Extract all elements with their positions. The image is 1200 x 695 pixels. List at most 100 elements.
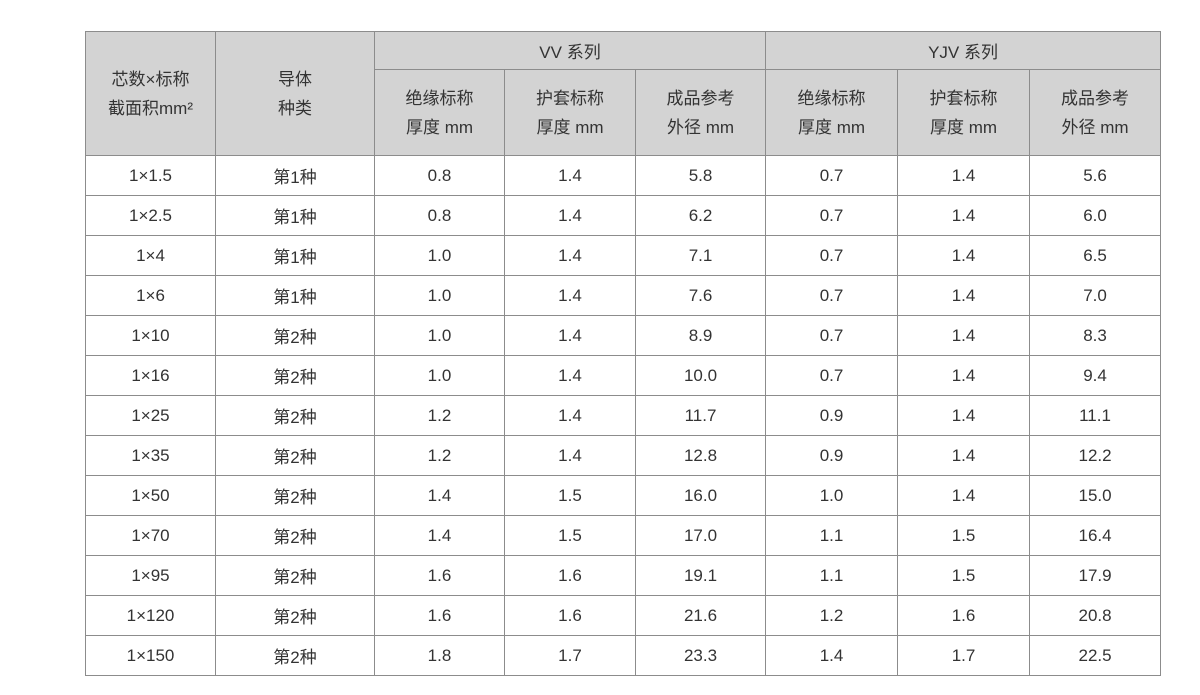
vv-sheath-cell: 1.4 [504, 155, 636, 196]
sub-header-row: 绝缘标称 厚度 mm 护套标称 厚度 mm 成品参考 外径 mm 绝缘标称 厚度… [86, 69, 1162, 156]
vv-od-cell: 23.3 [634, 635, 767, 676]
conductor-cell: 第2种 [215, 555, 375, 596]
col-header-yjv-sheath-line2: 厚度 mm [929, 117, 998, 137]
spec-cell: 1×35 [85, 435, 216, 476]
vv-insulation-cell: 0.8 [374, 195, 505, 236]
conductor-cell: 第2种 [215, 435, 375, 476]
col-header-yjv-od: 成品参考 外径 mm [1029, 69, 1162, 156]
spec-cell: 1×16 [85, 355, 216, 396]
yjv-od-cell: 6.0 [1029, 195, 1162, 236]
vv-insulation-cell: 1.6 [374, 555, 505, 596]
vv-insulation-cell: 1.6 [374, 595, 505, 636]
yjv-insulation-cell: 0.9 [765, 435, 899, 476]
yjv-sheath-cell: 1.5 [897, 555, 1031, 596]
conductor-cell: 第1种 [215, 155, 375, 196]
table-row: 1×25 第2种 1.2 1.4 11.7 0.9 1.4 11.1 [85, 395, 1162, 436]
col-header-yjv-insulation-line2: 厚度 mm [797, 117, 866, 137]
yjv-od-cell: 6.5 [1029, 235, 1162, 276]
yjv-sheath-cell: 1.4 [897, 195, 1031, 236]
col-header-core-size-line1: 芯数×标称 [111, 69, 190, 89]
spec-cell: 1×10 [85, 315, 216, 356]
yjv-insulation-cell: 0.7 [765, 235, 899, 276]
spec-cell: 1×120 [85, 595, 216, 636]
vv-sheath-cell: 1.4 [504, 435, 636, 476]
vv-sheath-cell: 1.4 [504, 195, 636, 236]
col-header-vv-sheath-line2: 厚度 mm [536, 117, 604, 137]
col-header-vv-od: 成品参考 外径 mm [634, 69, 767, 156]
spec-cell: 1×1.5 [85, 155, 216, 196]
col-header-vv-od-line2: 外径 mm [666, 117, 735, 137]
vv-sheath-cell: 1.7 [504, 635, 636, 676]
conductor-cell: 第2种 [215, 355, 375, 396]
table-row: 1×6 第1种 1.0 1.4 7.6 0.7 1.4 7.0 [85, 275, 1162, 316]
col-header-yjv-sheath: 护套标称 厚度 mm [897, 69, 1031, 156]
table-row: 1×35 第2种 1.2 1.4 12.8 0.9 1.4 12.2 [85, 435, 1162, 476]
col-header-vv-sheath: 护套标称 厚度 mm [504, 69, 636, 156]
conductor-cell: 第2种 [215, 315, 375, 356]
vv-insulation-cell: 1.2 [374, 395, 505, 436]
group-header-row: 芯数×标称 截面积mm² 导体 种类 VV 系列 YJV 系列 [85, 31, 1162, 156]
yjv-insulation-cell: 1.4 [765, 635, 899, 676]
vv-od-cell: 6.2 [634, 195, 767, 236]
yjv-sheath-cell: 1.4 [897, 275, 1031, 316]
yjv-sheath-cell: 1.4 [897, 355, 1031, 396]
vv-sheath-cell: 1.4 [504, 315, 636, 356]
conductor-cell: 第1种 [215, 235, 375, 276]
vv-od-cell: 7.6 [634, 275, 767, 316]
yjv-od-cell: 5.6 [1029, 155, 1162, 196]
table-row: 1×70 第2种 1.4 1.5 17.0 1.1 1.5 16.4 [85, 515, 1162, 556]
vv-od-cell: 12.8 [634, 435, 767, 476]
cable-spec-table-wrap: 芯数×标称 截面积mm² 导体 种类 VV 系列 YJV 系列 绝缘标称 厚度 … [85, 31, 1162, 676]
col-header-yjv-insulation-line1: 绝缘标称 [797, 88, 866, 108]
yjv-od-cell: 9.4 [1029, 355, 1162, 396]
spec-cell: 1×150 [85, 635, 216, 676]
spec-cell: 1×6 [85, 275, 216, 316]
yjv-sheath-cell: 1.4 [897, 315, 1031, 356]
yjv-od-cell: 16.4 [1029, 515, 1162, 556]
vv-od-cell: 8.9 [634, 315, 767, 356]
spec-cell: 1×2.5 [85, 195, 216, 236]
table-row: 1×4 第1种 1.0 1.4 7.1 0.7 1.4 6.5 [85, 235, 1162, 276]
yjv-insulation-cell: 1.0 [765, 475, 899, 516]
vv-sheath-cell: 1.5 [504, 475, 636, 516]
col-header-vv-insulation-line1: 绝缘标称 [405, 88, 474, 108]
vv-sheath-cell: 1.5 [504, 515, 636, 556]
col-header-vv-sheath-line1: 护套标称 [536, 88, 604, 108]
yjv-od-cell: 17.9 [1029, 555, 1162, 596]
vv-sheath-cell: 1.4 [504, 355, 636, 396]
cable-spec-table: 芯数×标称 截面积mm² 导体 种类 VV 系列 YJV 系列 绝缘标称 厚度 … [85, 31, 1162, 676]
spec-cell: 1×70 [85, 515, 216, 556]
group-header-yjv-series: YJV 系列 [765, 31, 1162, 70]
yjv-insulation-cell: 1.2 [765, 595, 899, 636]
table-header: 芯数×标称 截面积mm² 导体 种类 VV 系列 YJV 系列 绝缘标称 厚度 … [85, 31, 1162, 156]
yjv-od-cell: 11.1 [1029, 395, 1162, 436]
table-row: 1×2.5 第1种 0.8 1.4 6.2 0.7 1.4 6.0 [85, 195, 1162, 236]
table-row: 1×95 第2种 1.6 1.6 19.1 1.1 1.5 17.9 [85, 555, 1162, 596]
vv-od-cell: 5.8 [634, 155, 767, 196]
col-header-yjv-od-line1: 成品参考 [1061, 88, 1130, 108]
yjv-sheath-cell: 1.5 [897, 515, 1031, 556]
vv-od-cell: 19.1 [634, 555, 767, 596]
table-row: 1×120 第2种 1.6 1.6 21.6 1.2 1.6 20.8 [85, 595, 1162, 636]
vv-insulation-cell: 1.0 [374, 275, 505, 316]
col-header-yjv-sheath-line1: 护套标称 [929, 88, 998, 108]
vv-od-cell: 11.7 [634, 395, 767, 436]
col-header-core-size-line2: 截面积mm² [108, 98, 193, 118]
yjv-insulation-cell: 0.9 [765, 395, 899, 436]
vv-insulation-cell: 1.4 [374, 475, 505, 516]
vv-sheath-cell: 1.4 [504, 235, 636, 276]
vv-od-cell: 21.6 [634, 595, 767, 636]
yjv-od-cell: 15.0 [1029, 475, 1162, 516]
table-body: 1×1.5 第1种 0.8 1.4 5.8 0.7 1.4 5.6 1×2.5 第1种 0.8 1.4… [85, 155, 1162, 676]
vv-sheath-cell: 1.4 [504, 275, 636, 316]
yjv-insulation-cell: 0.7 [765, 155, 899, 196]
yjv-od-cell: 7.0 [1029, 275, 1162, 316]
vv-insulation-cell: 1.8 [374, 635, 505, 676]
vv-insulation-cell: 1.0 [374, 355, 505, 396]
col-header-yjv-insulation: 绝缘标称 厚度 mm [765, 69, 899, 156]
yjv-od-cell: 22.5 [1029, 635, 1162, 676]
yjv-insulation-cell: 1.1 [765, 515, 899, 556]
spec-cell: 1×25 [85, 395, 216, 436]
yjv-od-cell: 8.3 [1029, 315, 1162, 356]
